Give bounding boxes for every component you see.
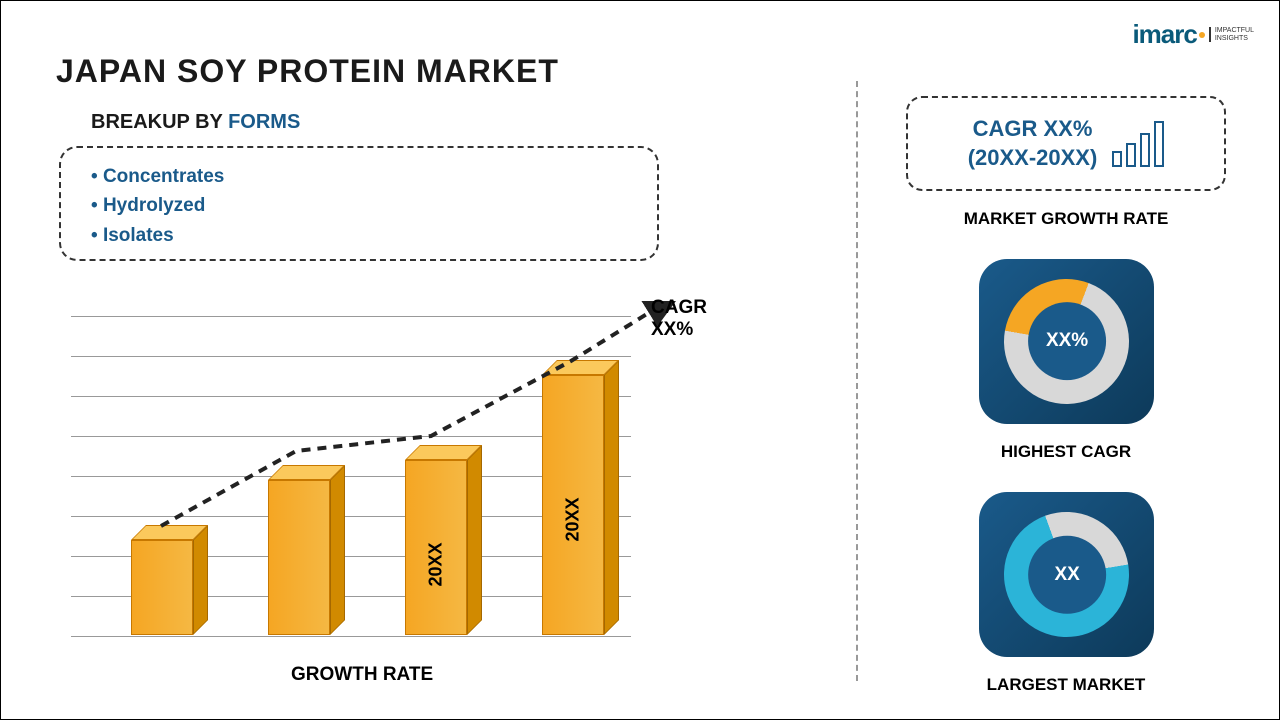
chart-xlabel: GROWTH RATE (291, 664, 433, 686)
donut-value: XX% (1027, 303, 1105, 381)
largest-market-label: LARGEST MARKET (891, 675, 1241, 695)
donut-value: XX (1027, 536, 1105, 614)
donut-chart-icon: XX% (994, 269, 1139, 414)
breakup-label: BREAKUP BY FORMS (91, 111, 300, 134)
right-panel: CAGR XX% (20XX-20XX) MARKET GROWTH RATE … (891, 96, 1241, 725)
mini-bars-icon (1112, 121, 1164, 167)
bars-container: 20XX 20XX (131, 325, 631, 635)
growth-chart: 20XX 20XX CAGR XX% GROWTH RATE (71, 301, 721, 661)
largest-market-tile: XX (979, 492, 1154, 657)
chart-bar (268, 480, 330, 635)
cagr-text: CAGR XX% (20XX-20XX) (968, 115, 1098, 172)
forms-box: Concentrates Hydrolyzed Isolates (59, 146, 659, 261)
chart-bar: 20XX (405, 460, 467, 635)
cagr-label: CAGR XX% (651, 297, 721, 341)
chart-bar (131, 540, 193, 635)
list-item: Concentrates (91, 162, 627, 191)
logo-tagline: IMPACTFUL INSIGHTS (1209, 27, 1254, 42)
list-item: Hydrolyzed (91, 191, 627, 220)
donut-chart-icon: XX (986, 494, 1146, 654)
brand-logo: imarc IMPACTFUL INSIGHTS (1132, 19, 1254, 50)
chart-bar: 20XX (542, 375, 604, 635)
logo-dot-icon (1199, 32, 1205, 38)
market-growth-label: MARKET GROWTH RATE (891, 209, 1241, 229)
page-title: JAPAN SOY PROTEIN MARKET (56, 53, 559, 90)
forms-list: Concentrates Hydrolyzed Isolates (91, 162, 627, 250)
cagr-box: CAGR XX% (20XX-20XX) (906, 96, 1226, 191)
list-item: Isolates (91, 221, 627, 250)
highest-cagr-tile: XX% (979, 259, 1154, 424)
highest-cagr-label: HIGHEST CAGR (891, 442, 1241, 462)
vertical-divider (856, 81, 858, 681)
logo-text: imarc (1132, 19, 1196, 50)
